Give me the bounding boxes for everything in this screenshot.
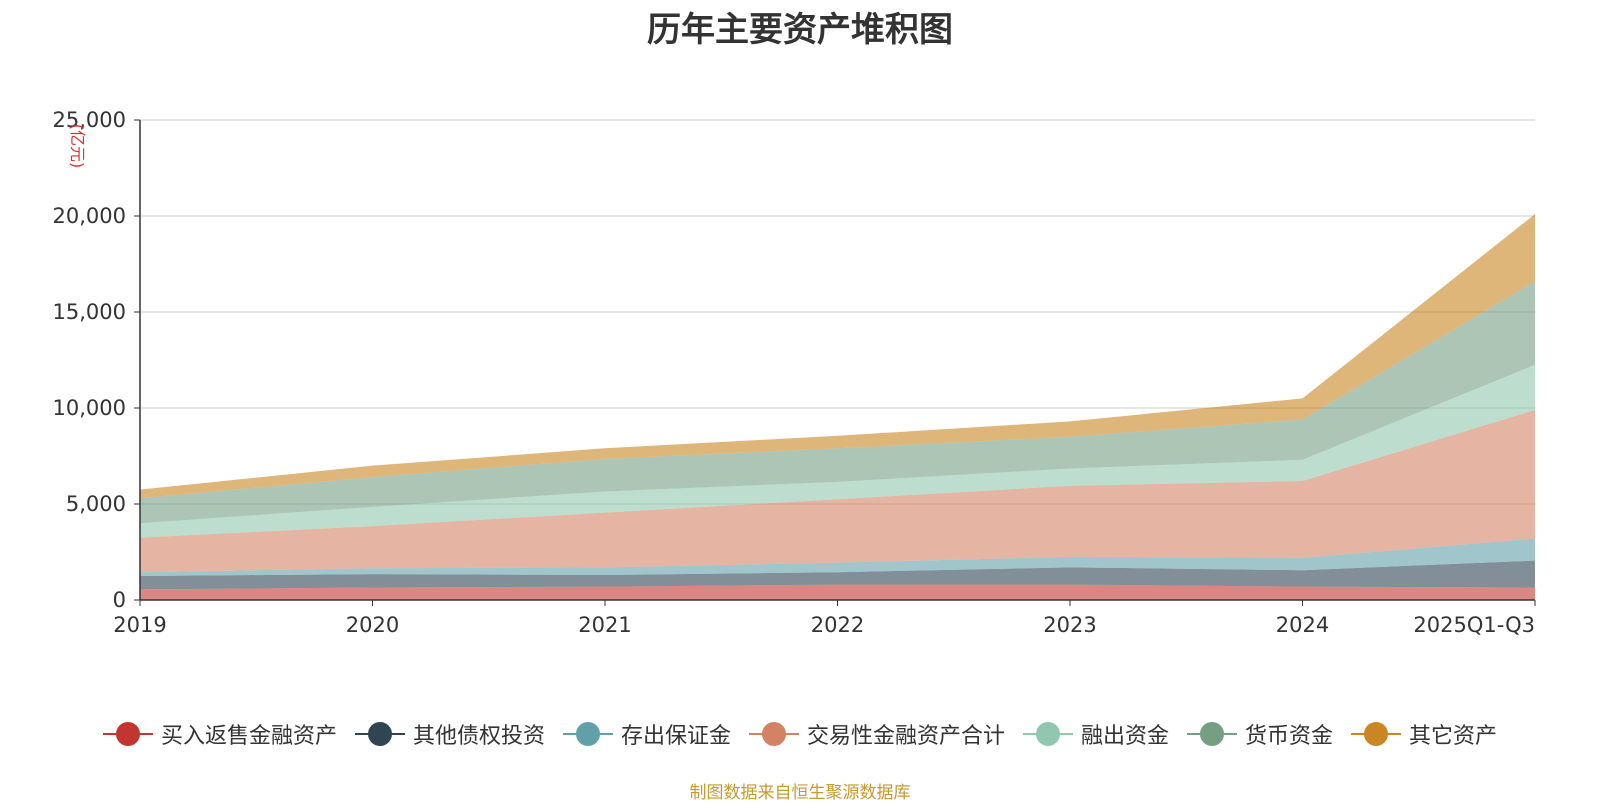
x-tick-label: 2021 <box>578 613 631 637</box>
legend-item[interactable]: 货币资金 <box>1187 718 1333 750</box>
area-series-3 <box>140 409 1535 573</box>
y-tick-label: 15,000 <box>53 300 126 324</box>
legend-label: 其他债权投资 <box>412 724 545 749</box>
legend-label: 其它资产 <box>1409 724 1498 749</box>
legend-label: 买入返售金融资产 <box>160 724 337 749</box>
x-tick-label: 2025Q1-Q3 <box>1413 613 1535 637</box>
area-series-4 <box>140 364 1535 538</box>
y-tick-label: 10,000 <box>53 396 126 420</box>
legend-marker-icon <box>1023 722 1073 746</box>
x-tick-label: 2022 <box>811 613 864 637</box>
x-tick-label: 2019 <box>113 613 166 637</box>
legend-item[interactable]: 交易性金融资产合计 <box>748 718 1005 750</box>
legend-item[interactable]: 其他债权投资 <box>354 718 545 750</box>
y-tick-label: 20,000 <box>53 204 126 228</box>
legend-marker-icon <box>354 722 405 746</box>
legend-item[interactable]: 买入返售金融资产 <box>102 718 337 750</box>
x-tick-label: 2024 <box>1276 613 1329 637</box>
legend-label: 融出资金 <box>1081 724 1170 749</box>
source-note: 制图数据来自恒生聚源数据库 <box>689 783 911 803</box>
area-layer <box>140 214 1535 600</box>
legend-label: 存出保证金 <box>620 724 731 749</box>
legend-marker-icon <box>1351 722 1402 746</box>
legend: 买入返售金融资产 其他债权投资 存出保证金 交易性金融资产合计 融出资金 货币资金 其它资产 <box>0 718 1600 750</box>
y-tick-label: 25,000 <box>53 108 126 132</box>
area-series-0 <box>140 584 1535 600</box>
legend-item[interactable]: 融出资金 <box>1023 718 1169 750</box>
chart-title: 历年主要资产堆积图 <box>647 10 953 50</box>
y-tick-label: 0 <box>113 588 126 612</box>
x-tick-label: 2023 <box>1043 613 1096 637</box>
legend-marker-icon <box>748 722 799 746</box>
legend-item[interactable]: 存出保证金 <box>562 718 731 750</box>
axis-layer: 0 5,000 10,000 15,000 20,000 25,000 2019 2020 20… <box>53 108 1536 637</box>
y-tick-label: 5,000 <box>66 492 126 516</box>
legend-marker-icon <box>1187 722 1238 746</box>
legend-label: 交易性金融资产合计 <box>806 724 1005 749</box>
legend-item[interactable]: 其它资产 <box>1351 718 1497 750</box>
y-axis-unit-label: (亿元) <box>68 124 87 169</box>
legend-label: 货币资金 <box>1245 724 1334 749</box>
area-series-1 <box>140 560 1535 590</box>
area-series-5 <box>140 281 1535 524</box>
area-series-2 <box>140 538 1535 576</box>
x-tick-label: 2020 <box>346 613 399 637</box>
legend-marker-icon <box>102 722 153 746</box>
legend-marker-icon <box>562 722 613 746</box>
area-series-6 <box>140 214 1535 499</box>
